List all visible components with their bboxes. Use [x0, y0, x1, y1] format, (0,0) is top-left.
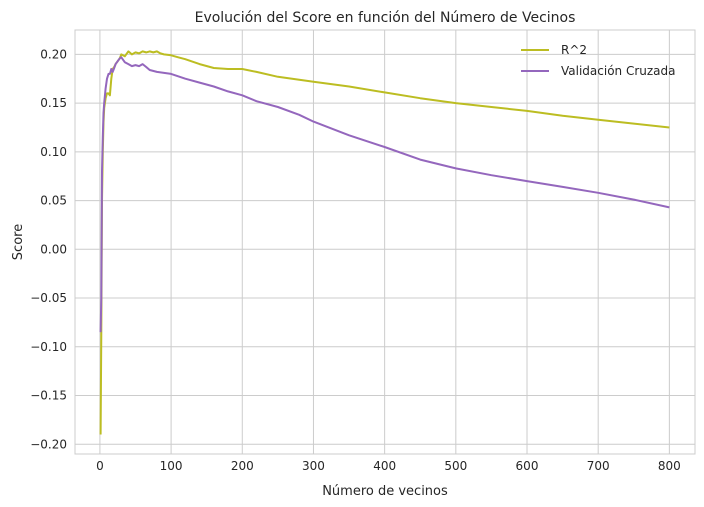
- y-tick-label: 0.15: [40, 96, 67, 110]
- series-line-validacion-cruzada: [99, 56, 670, 333]
- x-axis-label: Número de vecinos: [322, 484, 448, 499]
- x-tick-label: 200: [231, 459, 254, 473]
- series-layer: [99, 50, 670, 435]
- y-tick-label: 0.20: [40, 47, 67, 61]
- y-tick-label: 0.05: [40, 194, 67, 208]
- y-axis-ticks: −0.20 −0.15 −0.10 −0.05 0.00 0.05 0.10 0.15 0.20: [30, 47, 67, 451]
- x-tick-label: 700: [587, 459, 610, 473]
- y-tick-label: −0.05: [30, 291, 67, 305]
- grid: [75, 30, 695, 454]
- y-tick-label: 0.00: [40, 242, 67, 256]
- legend-label-r2: R^2: [561, 43, 587, 57]
- legend: R^2 Validación Cruzada: [521, 43, 676, 78]
- legend-label-validacion-cruzada: Validación Cruzada: [561, 64, 676, 78]
- x-tick-label: 500: [444, 459, 467, 473]
- y-axis-label: Score: [11, 224, 26, 260]
- x-tick-label: 400: [373, 459, 396, 473]
- x-tick-label: 800: [658, 459, 681, 473]
- x-tick-label: 0: [96, 459, 104, 473]
- y-tick-label: −0.20: [30, 437, 67, 451]
- y-tick-label: −0.10: [30, 340, 67, 354]
- y-tick-label: −0.15: [30, 389, 67, 403]
- chart-title: Evolución del Score en función del Númer…: [195, 10, 576, 26]
- x-tick-label: 100: [160, 459, 183, 473]
- x-axis-ticks: 0 100 200 300 400 500 600 700 800: [96, 459, 681, 473]
- y-tick-label: 0.10: [40, 145, 67, 159]
- x-tick-label: 300: [302, 459, 325, 473]
- x-tick-label: 600: [516, 459, 539, 473]
- series-line-r-2: [99, 50, 670, 435]
